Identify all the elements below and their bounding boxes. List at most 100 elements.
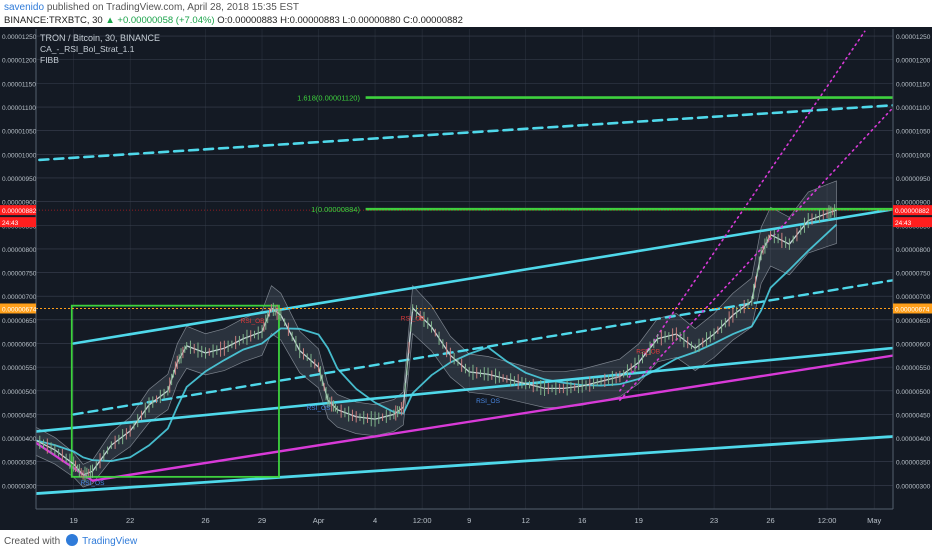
x-tick-label: 26	[766, 516, 774, 525]
y-tick-label-left: 0.00000650	[2, 318, 37, 325]
y-tick-label-left: 0.00001250	[2, 34, 37, 41]
y-tick-label-left: 0.00001050	[2, 129, 37, 136]
y-tick-label-right: 0.00001100	[896, 105, 930, 112]
chart-legend: TRON / Bitcoin, 30, BINANCE CA_-_RSI_Bol…	[40, 33, 160, 65]
y-tick-label-left: 0.00001150	[2, 81, 36, 88]
y-tick-label-right: 0.00000950	[896, 176, 931, 183]
y-tick-label-left: 0.00000800	[2, 247, 37, 254]
legend-indicator-rsi-bol[interactable]: CA_-_RSI_Bol_Strat_1.1	[40, 44, 135, 54]
y-tick-label-right: 0.00001000	[896, 152, 931, 159]
y-tick-label-left: 0.00000450	[2, 412, 37, 419]
y-tick-label-left: 0.00001000	[2, 152, 37, 159]
x-tick-label: 29	[258, 516, 266, 525]
y-tick-label-right: 0.00000600	[896, 341, 931, 348]
price-series	[35, 204, 838, 482]
y-tick-label-left: 0.00000300	[2, 483, 37, 490]
symbol-interval: BINANCE:TRXBTC, 30	[4, 15, 103, 26]
x-tick-label: May	[867, 516, 881, 525]
orange-price-tag-right-box	[893, 303, 932, 314]
y-tick-label-left: 0.00000550	[2, 365, 37, 372]
horizontal-grid	[36, 35, 893, 486]
fib-level-label: 1.618(0.00001120)	[297, 94, 360, 103]
magenta-dotted-steep-line[interactable]	[619, 30, 866, 392]
x-tick-label: 26	[201, 516, 209, 525]
countdown-tag-right-box	[893, 217, 932, 228]
y-tick-label-left: 0.00000350	[2, 460, 37, 467]
channel-top-dashed-line[interactable]	[0, 101, 932, 164]
last-price-tag-left-text: 0.00000882	[2, 208, 37, 215]
ohlc-values: O:0.00000883 H:0.00000883 L:0.00000880 C…	[217, 15, 463, 26]
last-price-tag-right-text: 0.00000882	[895, 208, 930, 215]
rsi-signal-label: RSI_OS	[476, 398, 501, 405]
y-tick-label-left: 0.00001200	[2, 58, 37, 65]
tradingview-logo-icon	[66, 534, 79, 546]
y-tick-label-left: 0.00000950	[2, 176, 37, 183]
rsi-signal-label: RSI_OB	[636, 349, 660, 356]
countdown-tag-right-text: 24:43	[895, 220, 912, 227]
x-tick-label: 12:00	[413, 516, 432, 525]
x-tick-label: 23	[710, 516, 718, 525]
y-tick-label-right: 0.00000450	[896, 412, 931, 419]
y-tick-label-right: 0.00001150	[896, 81, 930, 88]
y-tick-label-left: 0.00000750	[2, 271, 37, 278]
legend-indicator-fibb[interactable]: FIBB	[40, 55, 59, 65]
rsi-signal-label: RSI_OS	[81, 480, 106, 487]
y-tick-label-right: 0.00001200	[896, 58, 931, 65]
y-tick-label-left: 0.00000500	[2, 389, 37, 396]
y-tick-label-left: 0.00000400	[2, 436, 37, 443]
created-with-text: Created with	[4, 536, 61, 547]
x-tick-label: 12:00	[818, 516, 837, 525]
y-tick-label-right: 0.00000500	[896, 389, 931, 396]
axes: 0.00000300 0.00000300 0.00000350 0.00000350…	[0, 27, 932, 530]
moving-average-line	[35, 223, 838, 462]
channel-mid-dashed-line[interactable]	[72, 272, 932, 416]
y-tick-label-right: 0.00000900	[896, 200, 931, 207]
trend-lines	[0, 30, 932, 497]
rsi-signal-label: RSI_OB	[241, 318, 265, 325]
y-tick-label-left: 0.00000900	[2, 200, 37, 207]
vertical-grid	[73, 29, 875, 509]
last-price-tag-right-box	[893, 205, 932, 216]
x-tick-label: 9	[467, 516, 471, 525]
orange-price-tag-left-text: 0.00000674	[2, 306, 37, 313]
chart-pane[interactable]: 1.618(0.00001120) 1(0.00000884) RSI_OS RSI_…	[0, 27, 932, 530]
right-price-axis[interactable]	[893, 27, 932, 530]
tradingview-brand[interactable]: TradingView	[82, 536, 138, 547]
left-price-axis[interactable]	[0, 27, 36, 530]
y-tick-label-right: 0.00000350	[896, 460, 931, 467]
x-tick-label: 12	[522, 516, 530, 525]
magenta-support-line[interactable]	[91, 348, 932, 482]
last-price-tag-left-box	[0, 205, 36, 216]
y-tick-label-right: 0.00000550	[896, 365, 931, 372]
y-tick-label-right: 0.00000400	[896, 436, 931, 443]
legend-title: TRON / Bitcoin, 30, BINANCE	[40, 33, 160, 43]
publish-header: savenido published on TradingView.com, A…	[0, 0, 932, 27]
countdown-tag-left-text: 24:43	[2, 220, 19, 227]
channel-bottom-line[interactable]	[15, 432, 932, 497]
x-tick-label: 19	[635, 516, 643, 525]
annotations: 1.618(0.00001120) 1(0.00000884) RSI_OS RSI_…	[81, 94, 660, 487]
x-tick-label: 16	[578, 516, 586, 525]
y-tick-label-left: 0.00000700	[2, 294, 37, 301]
publish-line: savenido published on TradingView.com, A…	[4, 2, 299, 13]
y-tick-label-right: 0.00000700	[896, 294, 931, 301]
channel-lower-line[interactable]	[15, 342, 932, 435]
author-link[interactable]: savenido	[4, 2, 45, 13]
countdown-tag-left-box	[0, 217, 36, 228]
y-tick-label-right: 0.00001050	[896, 129, 931, 136]
fib-level-label: 1(0.00000884)	[311, 205, 360, 214]
orange-price-tag-right-text: 0.00000674	[895, 306, 930, 313]
x-tick-label: 4	[373, 516, 377, 525]
price-chart[interactable]: 1.618(0.00001120) 1(0.00000884) RSI_OS RSI_…	[0, 27, 932, 530]
footer-bar: Created with TradingView	[0, 530, 932, 550]
change-value: ▲ +0.00000058 (+7.04%)	[105, 15, 215, 26]
rsi-signal-label: RSI_OS	[307, 405, 332, 412]
orange-price-tag-left-box	[0, 303, 36, 314]
green-range-box[interactable]	[70, 304, 280, 478]
y-tick-label-left: 0.00001100	[2, 105, 36, 112]
channel-upper-line[interactable]	[72, 201, 932, 345]
published-text: published on TradingView.com, April 28, …	[46, 2, 300, 13]
x-tick-label: 19	[69, 516, 77, 525]
created-with: Created with TradingView	[4, 534, 137, 547]
y-tick-label-right: 0.00000650	[896, 318, 931, 325]
